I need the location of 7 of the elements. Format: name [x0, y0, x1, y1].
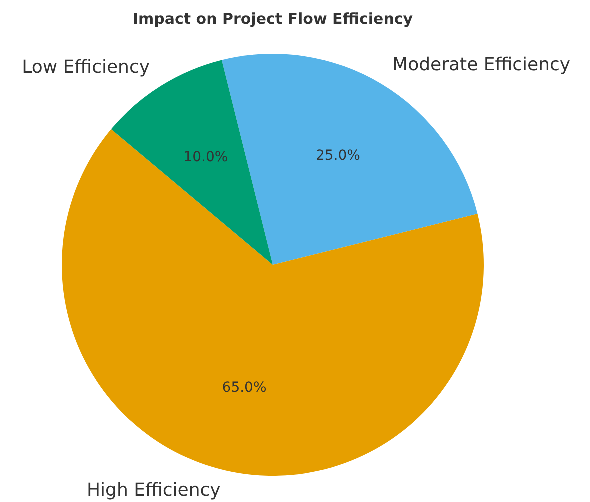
data-label: 10.0%	[184, 149, 228, 166]
slice-label: High Efficiency	[86, 480, 222, 501]
chart-title: Impact on Project Flow Efficiency	[132, 10, 414, 28]
slice-label: Low Efficiency	[22, 56, 150, 78]
data-label: 25.0%	[316, 148, 360, 164]
data-label: 65.0%	[222, 380, 267, 396]
slice-label: Moderate Efficiency	[392, 54, 571, 76]
